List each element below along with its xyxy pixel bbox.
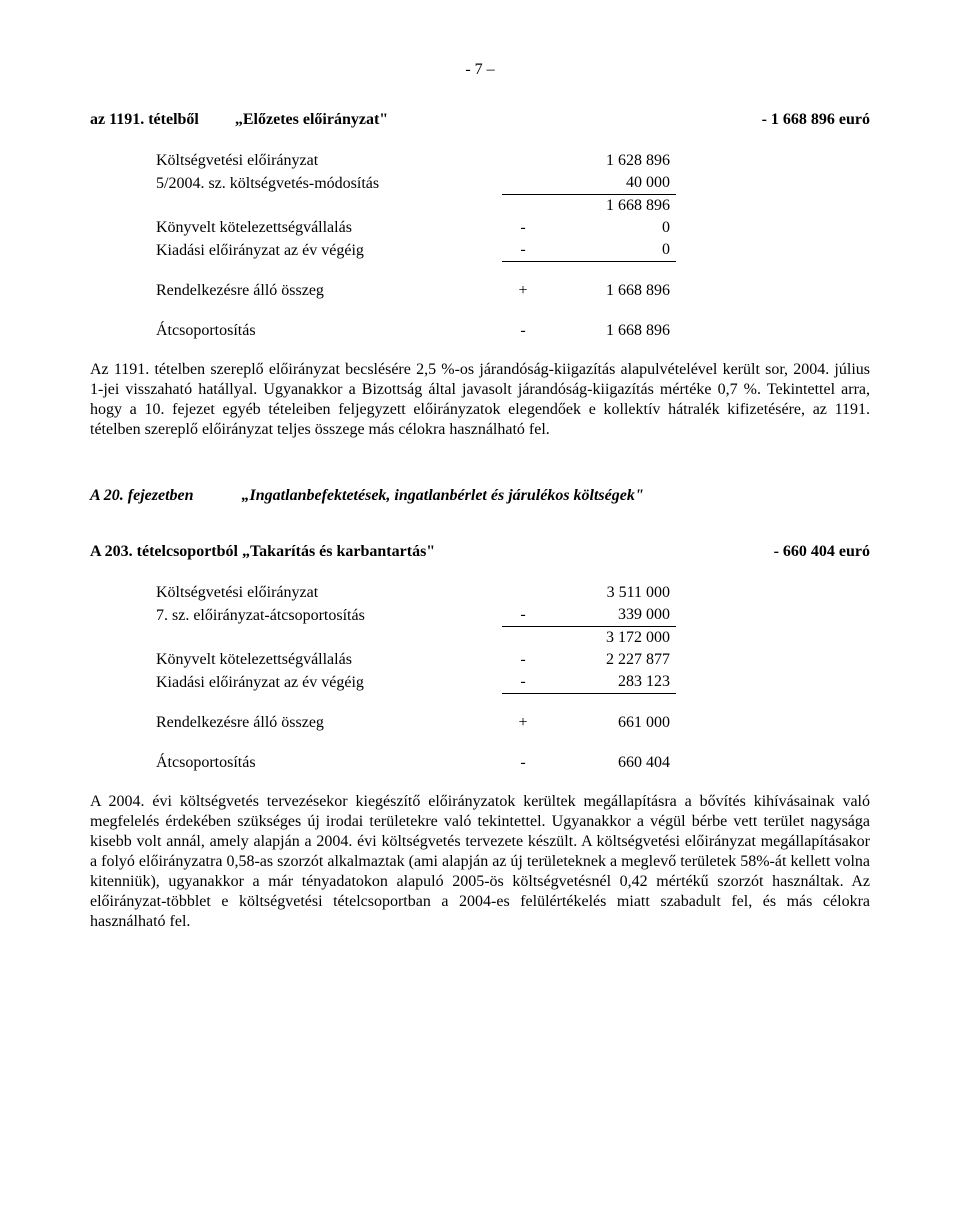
item1-title-left2: „Előzetes előirányzat"	[235, 110, 388, 130]
table-row: Könyvelt kötelezettségvállalás-2 227 877	[150, 649, 676, 671]
table-row: Kiadási előirányzat az év végéig-283 123	[150, 671, 676, 694]
row-value: 1 628 896	[544, 150, 676, 172]
row-label: Költségvetési előirányzat	[150, 150, 502, 172]
summary-value: 660 404	[544, 752, 676, 774]
item1-summary2: Átcsoportosítás - 1 668 896	[150, 320, 676, 342]
summary-sign: +	[502, 712, 544, 734]
item1-title-left1: az 1191. tételből	[90, 110, 199, 130]
row-value: 3 511 000	[544, 582, 676, 604]
summary-label: Rendelkezésre álló összeg	[150, 712, 502, 734]
summary-value: 1 668 896	[544, 280, 676, 302]
row-value: 2 227 877	[544, 649, 676, 671]
row-value: 3 172 000	[544, 627, 676, 650]
row-sign	[502, 195, 544, 218]
row-label: 5/2004. sz. költségvetés-módosítás	[150, 172, 502, 195]
summary-value: 1 668 896	[544, 320, 676, 342]
row-value: 283 123	[544, 671, 676, 694]
row-sign: -	[502, 604, 544, 627]
table-row: 5/2004. sz. költségvetés-módosítás 40 000	[150, 172, 676, 195]
row-value: 1 668 896	[544, 195, 676, 218]
row-sign: -	[502, 239, 544, 262]
page-number: - 7 –	[90, 60, 870, 80]
table-row: Kiadási előirányzat az év végéig-0	[150, 239, 676, 262]
table-row: Költségvetési előirányzat 3 511 000	[150, 582, 676, 604]
table-row: 7. sz. előirányzat-átcsoportosítás-339 0…	[150, 604, 676, 627]
row-sign: -	[502, 649, 544, 671]
summary-label: Átcsoportosítás	[150, 320, 502, 342]
row-label: 7. sz. előirányzat-átcsoportosítás	[150, 604, 502, 627]
row-sign: -	[502, 217, 544, 239]
table-row: 3 172 000	[150, 627, 676, 650]
item2-paragraph: A 2004. évi költségvetés tervezésekor ki…	[90, 792, 870, 932]
item2-summary2: Átcsoportosítás - 660 404	[150, 752, 676, 774]
item2-title-row: A 203. tételcsoportból „Takarítás és kar…	[90, 542, 870, 562]
item2-title-right: - 660 404 euró	[774, 542, 870, 562]
table-row: 1 668 896	[150, 195, 676, 218]
item1-title-right: - 1 668 896 euró	[762, 110, 870, 130]
summary-sign: -	[502, 320, 544, 342]
row-label: Kiadási előirányzat az év végéig	[150, 671, 502, 694]
section-right: „Ingatlanbefektetések, ingatlanbérlet és…	[242, 486, 644, 506]
row-value: 339 000	[544, 604, 676, 627]
row-sign: -	[502, 671, 544, 694]
row-value: 40 000	[544, 172, 676, 195]
summary-value: 661 000	[544, 712, 676, 734]
row-label	[150, 627, 502, 650]
item1-title-row: az 1191. tételből „Előzetes előirányzat"…	[90, 110, 870, 130]
row-label	[150, 195, 502, 218]
row-label: Könyvelt kötelezettségvállalás	[150, 649, 502, 671]
row-label: Költségvetési előirányzat	[150, 582, 502, 604]
section-left: A 20. fejezetben	[90, 486, 194, 506]
row-sign	[502, 627, 544, 650]
summary-label: Rendelkezésre álló összeg	[150, 280, 502, 302]
row-sign	[502, 150, 544, 172]
row-value: 0	[544, 239, 676, 262]
row-label: Könyvelt kötelezettségvállalás	[150, 217, 502, 239]
row-sign	[502, 582, 544, 604]
row-value: 0	[544, 217, 676, 239]
item2-title-left: A 203. tételcsoportból „Takarítás és kar…	[90, 542, 435, 562]
section-heading: A 20. fejezetben „Ingatlanbefektetések, …	[90, 486, 870, 506]
item1-summary1: Rendelkezésre álló összeg + 1 668 896	[150, 280, 676, 302]
summary-label: Átcsoportosítás	[150, 752, 502, 774]
item2-table: Költségvetési előirányzat3 511 0007. sz.…	[150, 582, 676, 694]
row-sign	[502, 172, 544, 195]
summary-sign: -	[502, 752, 544, 774]
table-row: Költségvetési előirányzat 1 628 896	[150, 150, 676, 172]
item1-paragraph: Az 1191. tételben szereplő előirányzat b…	[90, 360, 870, 440]
row-label: Kiadási előirányzat az év végéig	[150, 239, 502, 262]
item1-table: Költségvetési előirányzat1 628 8965/2004…	[150, 150, 676, 262]
summary-sign: +	[502, 280, 544, 302]
table-row: Könyvelt kötelezettségvállalás-0	[150, 217, 676, 239]
item2-summary1: Rendelkezésre álló összeg + 661 000	[150, 712, 676, 734]
